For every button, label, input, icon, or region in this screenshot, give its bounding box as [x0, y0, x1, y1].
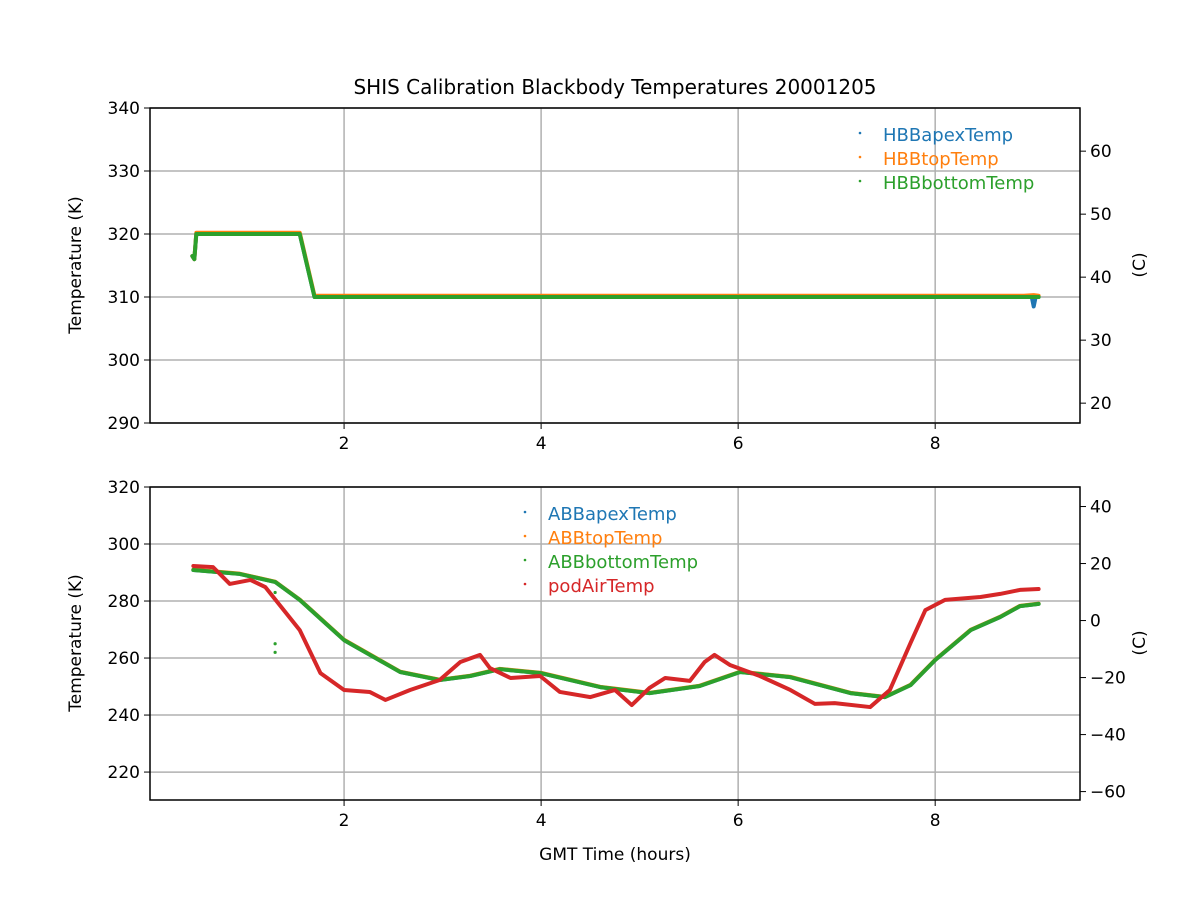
- y2-tick-label: 60: [1090, 142, 1112, 162]
- legend-label-HBBapexTemp: HBBapexTemp: [883, 125, 1013, 146]
- x-tick-label: 6: [733, 811, 744, 831]
- y2-tick-label: −40: [1090, 726, 1126, 746]
- legend-label-ABBtopTemp: ABBtopTemp: [548, 528, 662, 549]
- outlier-point: [273, 650, 277, 654]
- legend-marker-HBBbottomTemp: [858, 179, 862, 183]
- y-tick-label: 260: [108, 649, 140, 669]
- y2-tick-label: 20: [1090, 555, 1112, 575]
- top-y2-axis-label: (C): [1130, 252, 1150, 277]
- bottom-y2-axis-label: (C): [1130, 630, 1150, 655]
- y-tick-label: 310: [108, 288, 140, 308]
- y-tick-label: 300: [108, 535, 140, 555]
- outlier-point: [273, 642, 277, 646]
- legend-marker-ABBtopTemp: [523, 534, 527, 538]
- legend-marker-ABBapexTemp: [523, 510, 527, 514]
- legend-label-HBBbottomTemp: HBBbottomTemp: [883, 173, 1034, 194]
- legend-marker-HBBtopTemp: [858, 155, 862, 159]
- y2-tick-label: 30: [1090, 331, 1112, 351]
- series-ABBbottomTemp: [191, 567, 1041, 700]
- axes-frame: [149, 486, 1081, 801]
- legend-label-ABBapexTemp: ABBapexTemp: [548, 504, 677, 525]
- y-tick-label: 330: [108, 162, 140, 182]
- x-tick-label: 2: [339, 811, 350, 831]
- top-axes: 2 4 6 8 290 300 310 320 330 340 20 30 40 50 60 HBBapexT…: [108, 99, 1112, 454]
- y-tick-label: 300: [108, 351, 140, 371]
- x-tick-label: 4: [536, 434, 547, 454]
- y-tick-label: 280: [108, 592, 140, 612]
- legend-label-ABBbottomTemp: ABBbottomTemp: [548, 552, 698, 573]
- legend-marker-HBBapexTemp: [858, 131, 862, 135]
- y-tick-label: 320: [108, 225, 140, 245]
- chart-title: SHIS Calibration Blackbody Temperatures …: [353, 75, 876, 99]
- y-tick-label: 220: [108, 763, 140, 783]
- y-tick-label: 340: [108, 99, 140, 119]
- legend-label-HBBtopTemp: HBBtopTemp: [883, 149, 999, 170]
- y2-tick-label: 50: [1090, 205, 1112, 225]
- axes-frame: [149, 107, 1081, 424]
- x-tick-label: 8: [930, 811, 941, 831]
- x-tick-label: 4: [536, 811, 547, 831]
- x-tick-label: 6: [733, 434, 744, 454]
- top-y-axis-label: Temperature (K): [66, 196, 86, 335]
- y-tick-label: 240: [108, 706, 140, 726]
- legend-marker-podAirTemp: [523, 582, 527, 586]
- y2-tick-label: 40: [1090, 268, 1112, 288]
- y2-tick-label: 0: [1090, 612, 1101, 632]
- y2-tick-label: −60: [1090, 783, 1126, 803]
- y2-tick-label: 40: [1090, 498, 1112, 518]
- series-HBBbottomTemp: [190, 232, 1041, 299]
- x-tick-label: 2: [339, 434, 350, 454]
- x-axis-label: GMT Time (hours): [539, 845, 691, 865]
- outlier-point: [273, 590, 277, 595]
- y2-tick-label: −20: [1090, 669, 1126, 689]
- y2-tick-label: 20: [1090, 394, 1112, 414]
- legend-label-podAirTemp: podAirTemp: [548, 576, 655, 597]
- y-tick-label: 290: [108, 414, 140, 434]
- y-tick-label: 320: [108, 478, 140, 498]
- bottom-axes: 2 4 6 8 220 240 260 280 300 320 −60 −40 −20 0 20 40 ABBa…: [108, 478, 1126, 831]
- series-podAirTemp: [191, 563, 1041, 710]
- legend-marker-ABBbottomTemp: [523, 558, 527, 562]
- x-tick-label: 8: [930, 434, 941, 454]
- bottom-y-axis-label: Temperature (K): [66, 574, 86, 713]
